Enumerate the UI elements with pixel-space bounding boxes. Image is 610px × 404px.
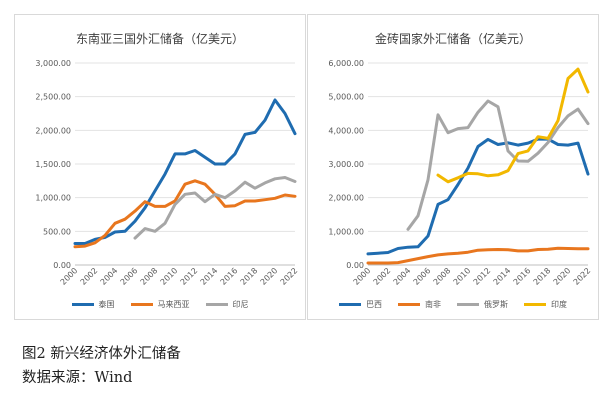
x-tick-label: 2016 [219, 266, 240, 287]
chart-title: 金砖国家外汇储备（亿美元） [374, 32, 531, 46]
series-line [133, 176, 297, 240]
chart-legend: 泰国 马来西亚 印尼 [15, 299, 305, 310]
y-tick-label: 2,500.00 [35, 93, 71, 102]
y-tick-label: 5,000.00 [328, 93, 364, 102]
y-tick-label: 0.00 [53, 261, 71, 270]
x-tick-label: 2006 [412, 266, 433, 287]
y-tick-label: 3,000.00 [35, 59, 71, 68]
series-line [73, 179, 297, 249]
legend-item: 巴西 [339, 299, 382, 310]
y-tick-label: 2,000.00 [328, 194, 364, 203]
legend-swatch [524, 303, 546, 306]
legend-swatch [205, 303, 228, 306]
series-line [366, 246, 590, 265]
legend-item: 马来西亚 [130, 299, 190, 310]
legend-label: 泰国 [98, 300, 115, 309]
legend-swatch [130, 303, 153, 306]
x-tick-label: 2012 [472, 266, 493, 287]
legend-item: 俄罗斯 [457, 299, 508, 310]
legend-label: 南非 [425, 300, 441, 309]
chart-title: 东南亚三国外汇储备（亿美元） [75, 32, 244, 46]
x-tick-label: 2002 [79, 266, 100, 287]
y-tick-label: 500.00 [43, 227, 71, 236]
figure-caption: 图2 新兴经济体外汇储备 [22, 346, 181, 362]
x-tick-label: 2018 [239, 266, 260, 287]
x-tick-label: 2004 [392, 266, 413, 287]
chart-panel-southeast-asia: 东南亚三国外汇储备（亿美元） 0.00 500.00 1,000.00 1,500.0… [14, 14, 306, 320]
x-tick-label: 2016 [512, 266, 533, 287]
x-tick-label: 2008 [139, 266, 160, 287]
x-tick-label: 2004 [99, 266, 120, 287]
legend-item: 印度 [524, 299, 567, 310]
legend-label: 巴西 [366, 300, 382, 309]
chart-panel-brics: 金砖国家外汇储备（亿美元） 0.00 1,000.00 2,000.00 3,000.… [307, 14, 599, 320]
y-tick-label: 1,000.00 [328, 227, 364, 236]
x-tick-label: 2010 [159, 266, 180, 287]
legend-swatch [339, 303, 361, 306]
x-tick-label: 2006 [119, 266, 140, 287]
chart-legend: 巴西 南非 俄罗斯 印度 [308, 299, 598, 310]
chart-plot: 0.00 500.00 1,000.00 1,500.00 2,000.00 2,500.… [35, 59, 300, 287]
legend-label: 俄罗斯 [484, 300, 508, 309]
y-tick-label: 3,000.00 [328, 160, 364, 169]
x-tick-label: 2014 [199, 266, 220, 287]
x-tick-label: 2014 [492, 266, 513, 287]
y-tick-label: 0.00 [346, 261, 364, 270]
legend-swatch [457, 303, 479, 306]
legend-swatch [71, 303, 94, 306]
chart-plot: 0.00 1,000.00 2,000.00 3,000.00 4,000.00 5,00… [328, 59, 593, 287]
legend-item: 泰国 [71, 299, 115, 310]
x-tick-label: 2020 [259, 266, 280, 287]
x-tick-label: 2022 [279, 266, 300, 287]
x-tick-label: 2010 [452, 266, 473, 287]
x-tick-label: 2008 [432, 266, 453, 287]
legend-item: 南非 [398, 299, 441, 310]
y-tick-label: 4,000.00 [328, 126, 364, 135]
y-tick-label: 6,000.00 [328, 59, 364, 68]
legend-label: 印度 [551, 300, 567, 309]
x-tick-label: 2020 [552, 266, 573, 287]
series-line [436, 67, 590, 184]
x-tick-label: 2012 [179, 266, 200, 287]
y-tick-label: 1,000.00 [35, 194, 71, 203]
legend-label: 马来西亚 [157, 300, 190, 309]
legend-swatch [398, 303, 420, 306]
series-line [406, 99, 590, 231]
x-tick-label: 2002 [372, 266, 393, 287]
y-tick-label: 1,500.00 [35, 160, 71, 169]
legend-label: 印尼 [232, 300, 249, 309]
legend-item: 印尼 [205, 299, 249, 310]
x-tick-label: 2022 [572, 266, 593, 287]
series-line [366, 137, 590, 256]
y-tick-label: 2,000.00 [35, 126, 71, 135]
x-tick-label: 2018 [532, 266, 553, 287]
series-line [73, 98, 297, 245]
data-source: 数据来源：Wind [22, 370, 133, 386]
